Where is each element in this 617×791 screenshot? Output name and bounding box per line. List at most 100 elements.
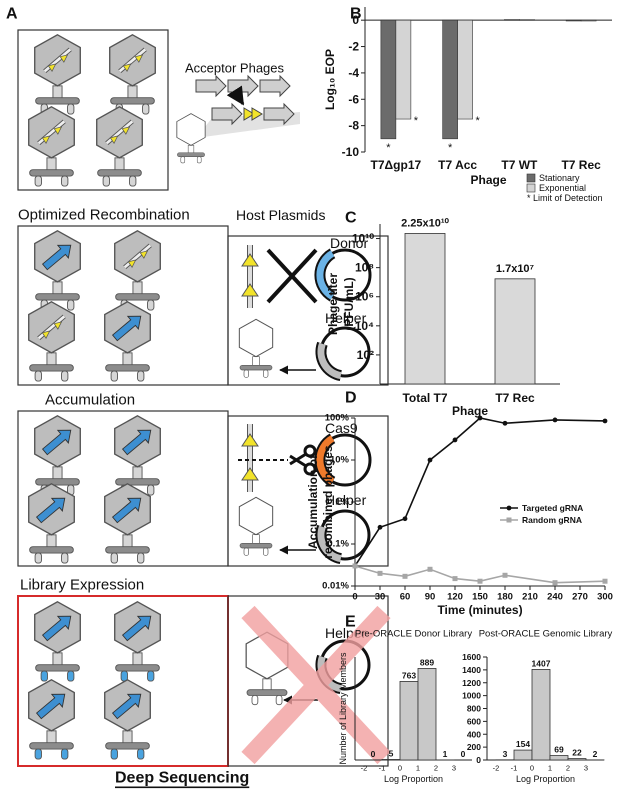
flag: * xyxy=(448,142,453,154)
marker xyxy=(477,415,483,421)
x-tick-label: 240 xyxy=(547,592,563,603)
bar xyxy=(404,233,446,385)
flag: * xyxy=(386,142,391,154)
bar xyxy=(380,19,397,140)
scissors xyxy=(289,444,317,476)
bar xyxy=(442,19,458,140)
phage xyxy=(105,484,151,563)
x-tick-label: T7 Rec xyxy=(561,158,601,172)
marker xyxy=(502,572,508,578)
plasmid-label: Cas9 xyxy=(325,420,358,436)
bar xyxy=(513,749,533,761)
legend-marker xyxy=(506,505,512,511)
panel-a: A Acceptor Phages Optimized Recombinatio… xyxy=(6,6,391,787)
x-tick-label: 3 xyxy=(584,764,588,773)
arrow xyxy=(226,85,245,106)
lox xyxy=(243,107,255,121)
phage xyxy=(29,680,75,759)
phage xyxy=(115,602,161,681)
y-tick-label: 1% xyxy=(335,497,349,508)
insert xyxy=(316,435,335,485)
x-tick-label: 180 xyxy=(497,592,513,603)
value-label: 889 xyxy=(420,657,434,667)
phage xyxy=(29,302,75,381)
y-axis-label: Accumulation of xyxy=(306,454,320,549)
x-axis-label: Log Proportion xyxy=(516,774,575,784)
bar xyxy=(399,681,419,761)
bar xyxy=(417,668,437,761)
step-title: Optimized Recombination xyxy=(18,207,190,224)
value-label: 2.25x10¹⁰ xyxy=(401,217,449,229)
x-tick-label: 3 xyxy=(452,764,456,773)
legend-label: Stationary xyxy=(539,173,580,183)
y-tick-label: 10⁴ xyxy=(355,319,374,333)
marker xyxy=(477,578,483,584)
y-axis-label: Phage titer xyxy=(326,273,340,335)
marker xyxy=(602,418,608,424)
x-tick-label: -2 xyxy=(361,764,368,773)
y-tick-label: 1200 xyxy=(462,678,481,688)
x-tick-label: 210 xyxy=(522,592,538,603)
marker xyxy=(552,417,558,423)
value-label: 0 xyxy=(461,749,466,759)
phage xyxy=(35,231,81,310)
y-tick-label: 0.1% xyxy=(327,539,349,550)
x-tick-label: 270 xyxy=(572,592,588,603)
lox xyxy=(241,467,259,481)
x-axis-label: Time (minutes) xyxy=(437,603,522,617)
legend-swatch xyxy=(526,173,536,183)
x-tick-label: T7Δgp17 xyxy=(371,158,422,172)
x-tick-label: 1 xyxy=(548,764,552,773)
bar xyxy=(519,19,535,21)
phage xyxy=(35,35,81,114)
y-tick-label: 10² xyxy=(357,348,374,362)
value-label: 69 xyxy=(554,745,564,755)
flag: * xyxy=(414,115,419,127)
x-tick-label: 150 xyxy=(472,592,488,603)
marker xyxy=(427,457,433,463)
lox xyxy=(241,433,259,447)
lox xyxy=(241,253,259,267)
marker xyxy=(452,437,458,443)
legend-swatch xyxy=(526,183,536,193)
phage xyxy=(35,416,81,495)
step-title: Accumulation xyxy=(45,392,135,409)
value-label: 22 xyxy=(572,748,582,758)
x-tick-label: 2 xyxy=(434,764,438,773)
x-tick-label: 0 xyxy=(352,592,357,603)
x-tick-label: -2 xyxy=(493,764,500,773)
value-label: 5 xyxy=(389,748,394,758)
insert xyxy=(317,525,342,563)
x-axis-label: Phage xyxy=(470,173,506,187)
plasmid-label: Helper xyxy=(325,492,367,508)
marker xyxy=(602,578,608,584)
plasmid-box xyxy=(227,595,389,767)
bar xyxy=(494,278,536,385)
y-tick-label: 10⁸ xyxy=(355,261,374,275)
x-tick-label: 0 xyxy=(398,764,402,773)
x-tick-label: 90 xyxy=(425,592,436,603)
y-tick-label: -6 xyxy=(348,92,359,106)
phage xyxy=(105,302,151,381)
phage xyxy=(115,231,161,310)
x-tick-label: T7 Rec xyxy=(495,391,535,405)
chart-title: Pre-ORACLE Donor Library xyxy=(355,629,472,640)
acceptor-box xyxy=(17,29,169,191)
y-tick-label: -8 xyxy=(348,119,359,133)
y-tick-label: 1400 xyxy=(462,665,481,675)
y-axis-label: recombined phages xyxy=(321,445,335,559)
y-tick-label: 100% xyxy=(325,413,350,424)
x-axis-label: Phage xyxy=(452,404,488,418)
x-tick-label: 1 xyxy=(416,764,420,773)
y-tick-label: 10⁶ xyxy=(355,290,374,304)
panel-label: A xyxy=(6,6,18,23)
phage xyxy=(110,35,156,114)
bar xyxy=(549,755,569,761)
marker xyxy=(452,576,458,582)
final-step: Deep Sequencing xyxy=(115,770,249,787)
phage xyxy=(29,484,75,563)
lox xyxy=(241,283,259,297)
y-tick-label: -2 xyxy=(348,40,359,54)
y-axis-label: Number of Library Members xyxy=(338,652,348,765)
